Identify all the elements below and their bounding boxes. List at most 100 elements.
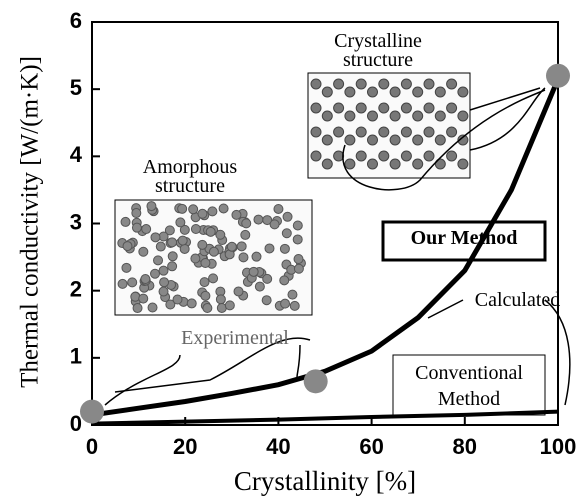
atom [334, 151, 344, 161]
atom [379, 127, 389, 137]
atom [187, 299, 196, 308]
atom [401, 151, 411, 161]
atom [209, 274, 218, 283]
point [304, 369, 328, 393]
y-axis-label: Thermal conductivity [W/(m·K)] [17, 56, 44, 388]
y-tick-label: 3 [70, 209, 82, 234]
our-method-label: Our Method [383, 228, 545, 248]
atom [345, 159, 355, 169]
y-tick-label: 0 [70, 411, 82, 436]
atom [435, 87, 445, 97]
atom [133, 304, 142, 313]
atom [151, 233, 160, 242]
atom [281, 299, 290, 308]
atom [154, 256, 163, 265]
x-axis-label: Crystallinity [%] [234, 466, 416, 496]
atom [322, 135, 332, 145]
atom [413, 159, 423, 169]
atom [216, 230, 225, 239]
atom [424, 151, 434, 161]
atom [379, 79, 389, 89]
atom [447, 79, 457, 89]
atom [198, 240, 207, 249]
atom [322, 159, 332, 169]
x-tick-label: 100 [540, 434, 577, 459]
x-tick-label: 60 [359, 434, 383, 459]
atom [390, 111, 400, 121]
atom [270, 220, 279, 229]
atom [189, 205, 198, 214]
crystal-label: Crystalline structure [318, 32, 438, 70]
atom [293, 235, 302, 244]
atom [132, 209, 141, 218]
atom [206, 227, 215, 236]
atom [458, 159, 468, 169]
x-tick-label: 20 [173, 434, 197, 459]
atom [413, 87, 423, 97]
atom [345, 111, 355, 121]
atom [424, 127, 434, 137]
line [92, 412, 558, 424]
atom [216, 295, 225, 304]
atom [159, 266, 168, 275]
atom [227, 242, 236, 251]
atom [191, 254, 200, 263]
atom [447, 127, 457, 137]
atom [219, 204, 228, 213]
y-tick-label: 2 [70, 276, 82, 301]
atom [176, 218, 185, 227]
atom [282, 229, 291, 238]
atom [159, 232, 168, 241]
atom [294, 254, 303, 263]
atom [311, 103, 321, 113]
atom [263, 274, 272, 283]
atom [280, 244, 289, 253]
atom [147, 202, 156, 211]
y-tick-label: 5 [70, 75, 82, 100]
atom [156, 242, 165, 251]
atom [345, 87, 355, 97]
atom [239, 253, 248, 262]
atom [413, 135, 423, 145]
atom [237, 242, 246, 251]
atom [280, 276, 289, 285]
atom [141, 275, 150, 284]
atom [160, 278, 169, 287]
atom [232, 210, 241, 219]
point [546, 64, 570, 88]
atom [132, 223, 141, 232]
atom [139, 294, 148, 303]
amorphous-label: Amorphous structure [130, 158, 250, 196]
atom [322, 111, 332, 121]
atom [288, 290, 297, 299]
atom [123, 242, 132, 251]
experimental-label: Experimental [160, 328, 310, 348]
atom [122, 263, 131, 272]
atom [368, 159, 378, 169]
atom [168, 262, 177, 271]
atom [139, 247, 148, 256]
atom [368, 135, 378, 145]
atom [225, 301, 234, 310]
atom [198, 209, 207, 218]
atom [334, 79, 344, 89]
y-tick-label: 4 [70, 142, 83, 167]
atom [322, 87, 332, 97]
atom [435, 111, 445, 121]
atom [401, 79, 411, 89]
atom [180, 244, 189, 253]
calculated-label: Calculated [455, 290, 578, 310]
atom [283, 212, 292, 221]
atom [201, 291, 210, 300]
atom [252, 252, 261, 261]
point [80, 400, 104, 424]
atom [424, 103, 434, 113]
atom [151, 269, 160, 278]
atom [379, 103, 389, 113]
chart: Crystallinity [%] Thermal conductivity [… [0, 0, 578, 499]
atom [241, 230, 250, 239]
atom [311, 151, 321, 161]
atom [249, 267, 258, 276]
atom [209, 247, 218, 256]
atom [401, 103, 411, 113]
